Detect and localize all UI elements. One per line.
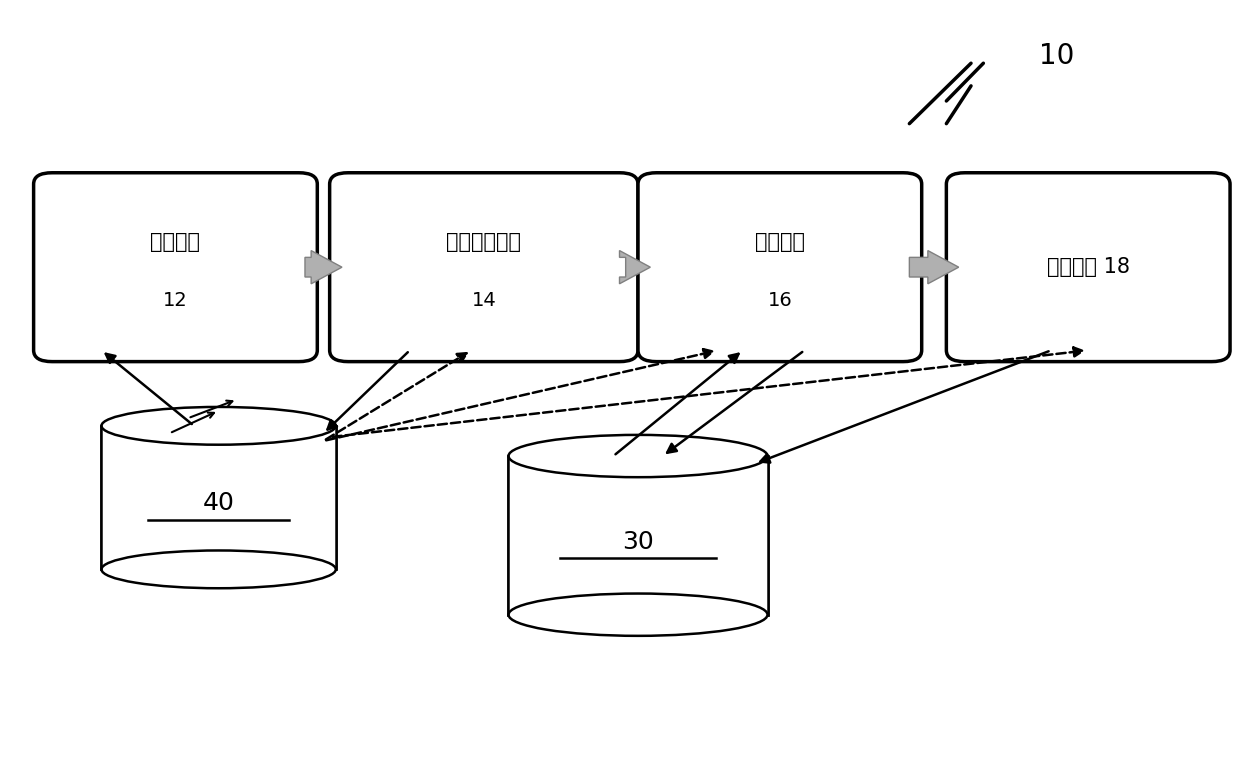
Polygon shape [620, 250, 650, 284]
Polygon shape [102, 426, 336, 569]
Text: 40: 40 [203, 492, 234, 515]
Ellipse shape [102, 407, 336, 444]
Text: 优化模块 18: 优化模块 18 [1047, 257, 1130, 277]
Text: 预报模块: 预报模块 [755, 232, 805, 252]
Text: 故障诊断模块: 故障诊断模块 [446, 232, 522, 252]
Ellipse shape [508, 594, 767, 636]
Text: 12: 12 [164, 291, 188, 310]
FancyBboxPatch shape [330, 173, 638, 361]
Text: 14: 14 [472, 291, 496, 310]
FancyBboxPatch shape [33, 173, 317, 361]
Ellipse shape [508, 435, 767, 477]
Polygon shape [305, 250, 342, 284]
Text: 预测模块: 预测模块 [150, 232, 201, 252]
Ellipse shape [102, 550, 336, 588]
FancyBboxPatch shape [638, 173, 922, 361]
Text: 30: 30 [622, 530, 654, 554]
Text: 10: 10 [1038, 42, 1074, 70]
Polygon shape [909, 250, 959, 284]
FancyBboxPatch shape [947, 173, 1230, 361]
Polygon shape [508, 456, 767, 615]
Polygon shape [508, 456, 767, 615]
Text: 16: 16 [767, 291, 792, 310]
Polygon shape [102, 426, 336, 569]
